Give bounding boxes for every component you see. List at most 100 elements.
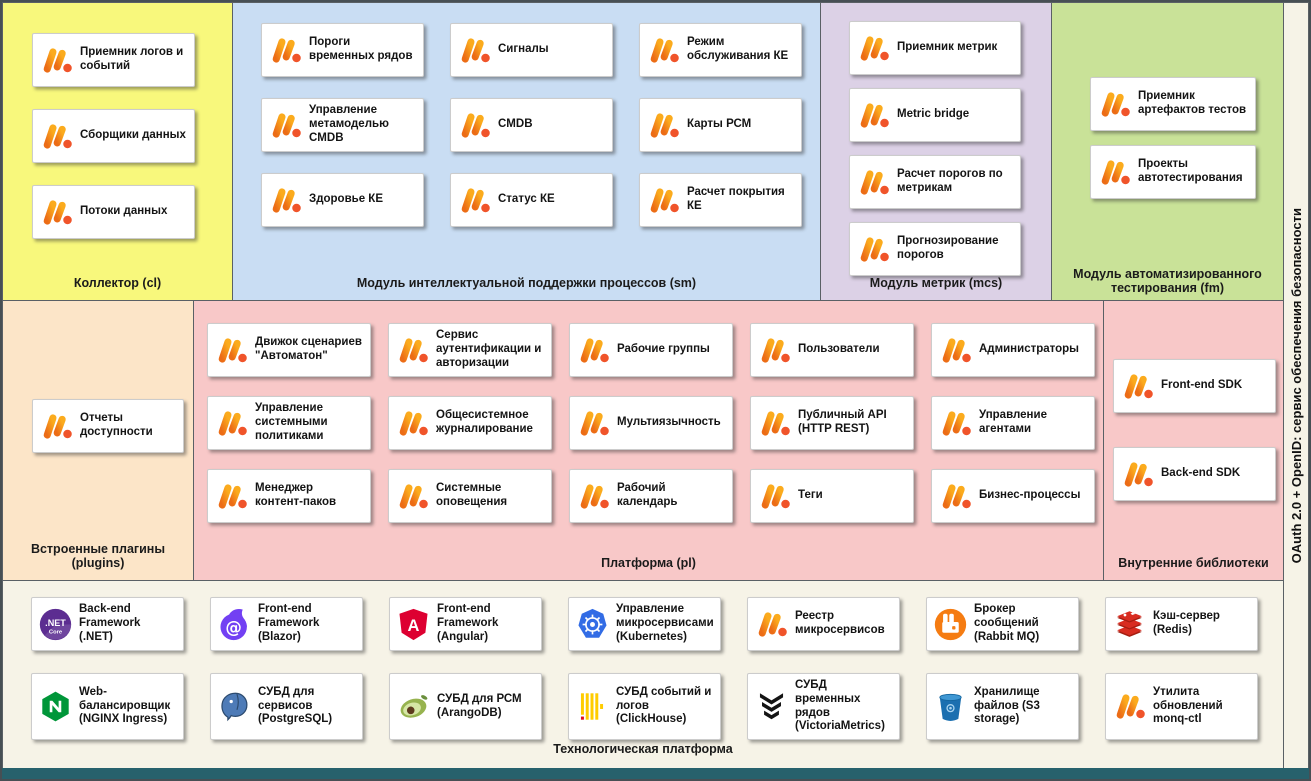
mcs-cards: Приемник метрик Metric bridge Расчет пор… bbox=[849, 21, 1021, 276]
card-label: Управление системными политиками bbox=[255, 402, 328, 442]
card-label: Прогнозирование порогов bbox=[897, 235, 999, 261]
card-label: Рабочие группы bbox=[617, 343, 710, 356]
monq-icon bbox=[1098, 91, 1131, 118]
module-card: Здоровье КЕ bbox=[261, 173, 424, 227]
card-label: Управление микросервисами (Kubernetes) bbox=[616, 603, 714, 643]
dotnet-icon bbox=[39, 608, 72, 641]
monq-icon bbox=[215, 483, 248, 510]
monq-icon bbox=[857, 169, 890, 196]
monq-icon bbox=[857, 35, 890, 62]
card-label: Режим обслуживания КЕ bbox=[687, 36, 789, 62]
card-label: Проекты автотестирования bbox=[1138, 158, 1243, 184]
module-card: Теги bbox=[750, 469, 914, 523]
monq-icon bbox=[269, 187, 302, 214]
card-label: Кэш-сервер (Redis) bbox=[1153, 610, 1220, 636]
tech-card: Хранилище файлов (S3 storage) bbox=[926, 673, 1079, 741]
module-card: Статус КЕ bbox=[450, 173, 613, 227]
tech-card: СУБД для РСМ (ArangoDB) bbox=[389, 673, 542, 741]
card-label: Расчет порогов по метрикам bbox=[897, 168, 1003, 194]
monq-icon bbox=[40, 47, 73, 74]
tech-cards: Back-end Framework (.NET) Front-end Fram… bbox=[31, 597, 1258, 741]
card-label: Front-end Framework (Angular) bbox=[437, 603, 499, 643]
module-card: Движок сценариев "Автоматон" bbox=[207, 323, 371, 377]
module-card: Бизнес-процессы bbox=[931, 469, 1095, 523]
card-label: Здоровье КЕ bbox=[309, 193, 383, 206]
card-label: Приемник логов и событий bbox=[80, 46, 184, 72]
card-label: Потоки данных bbox=[80, 205, 168, 218]
card-label: Metric bridge bbox=[897, 108, 970, 121]
section-security-sidebar: OAuth 2.0 + OpenID: сервис обеспечения б… bbox=[1283, 2, 1309, 769]
postgresql-icon bbox=[218, 690, 251, 723]
redis-icon bbox=[1113, 608, 1146, 641]
section-label: Платформа (pl) bbox=[601, 556, 696, 570]
card-label: Бизнес-процессы bbox=[979, 489, 1081, 502]
footer-bar bbox=[2, 768, 1309, 779]
section-label: Модуль интеллектуальной поддержки процес… bbox=[356, 276, 697, 290]
section-fm: Приемник артефактов тестов Проекты автот… bbox=[1051, 2, 1284, 301]
clickhouse-icon bbox=[576, 690, 609, 723]
card-label: Сигналы bbox=[498, 43, 549, 56]
module-card: Сервис аутентификации и авторизации bbox=[388, 323, 552, 377]
card-label: Теги bbox=[798, 489, 823, 502]
card-label: Back-end Framework (.NET) bbox=[79, 603, 141, 643]
monq-icon bbox=[577, 483, 610, 510]
module-card: Рабочие группы bbox=[569, 323, 733, 377]
section-sm: Пороги временных рядов Сигналы Режим обс… bbox=[232, 2, 821, 301]
monq-icon bbox=[939, 410, 972, 437]
module-card: Рабочий календарь bbox=[569, 469, 733, 523]
card-label: Сборщики данных bbox=[80, 129, 186, 142]
card-label: СУБД временных рядов (VictoriaMetrics) bbox=[795, 679, 885, 733]
monq-icon bbox=[396, 483, 429, 510]
monq-icon bbox=[758, 337, 791, 364]
monq-icon bbox=[458, 112, 491, 139]
monq-icon bbox=[577, 337, 610, 364]
card-label: Управление агентами bbox=[979, 409, 1047, 435]
card-label: Front-end SDK bbox=[1161, 379, 1243, 392]
tech-card: СУБД временных рядов (VictoriaMetrics) bbox=[747, 673, 900, 741]
card-label: Брокер сообщений (Rabbit MQ) bbox=[974, 603, 1040, 643]
module-card: Публичный API (HTTP REST) bbox=[750, 396, 914, 450]
module-card: Metric bridge bbox=[849, 88, 1021, 142]
module-card: Системные оповещения bbox=[388, 469, 552, 523]
monq-icon bbox=[647, 112, 680, 139]
card-label: Мультиязычность bbox=[617, 416, 721, 429]
module-card: Режим обслуживания КЕ bbox=[639, 23, 802, 77]
monq-icon bbox=[40, 199, 73, 226]
module-card: Карты РСМ bbox=[639, 98, 802, 152]
monq-icon bbox=[857, 102, 890, 129]
section-label: Модуль автоматизированного тестирования … bbox=[1073, 267, 1262, 295]
module-card: Общесистемное журналирование bbox=[388, 396, 552, 450]
monq-icon bbox=[577, 410, 610, 437]
monq-icon bbox=[269, 37, 302, 64]
monq-icon bbox=[215, 337, 248, 364]
kubernetes-icon bbox=[576, 608, 609, 641]
monq-icon bbox=[1113, 693, 1146, 720]
module-card: Управление метамоделью CMDB bbox=[261, 98, 424, 152]
monq-icon bbox=[1098, 159, 1131, 186]
victoriametrics-icon bbox=[755, 690, 788, 723]
card-label: Карты РСМ bbox=[687, 118, 752, 131]
rabbitmq-icon bbox=[934, 608, 967, 641]
module-card: Back-end SDK bbox=[1113, 447, 1276, 501]
tech-card: СУБД для сервисов (PostgreSQL) bbox=[210, 673, 363, 741]
card-label: Сервис аутентификации и авторизации bbox=[436, 329, 542, 369]
tech-card: Брокер сообщений (Rabbit MQ) bbox=[926, 597, 1079, 651]
module-card: Проекты автотестирования bbox=[1090, 145, 1256, 199]
tech-card: Front-end Framework (Angular) bbox=[389, 597, 542, 651]
module-card: Сигналы bbox=[450, 23, 613, 77]
card-label: Утилита обновлений monq-ctl bbox=[1153, 685, 1223, 726]
card-label: Рабочий календарь bbox=[617, 482, 678, 508]
module-card: Приемник логов и событий bbox=[32, 33, 195, 87]
card-label: СУБД для сервисов (PostgreSQL) bbox=[258, 685, 333, 726]
module-card: Потоки данных bbox=[32, 185, 195, 239]
section-libraries: Front-end SDK Back-end SDK Внутренние би… bbox=[1103, 300, 1284, 581]
libraries-cards: Front-end SDK Back-end SDK bbox=[1113, 359, 1276, 501]
card-label: Движок сценариев "Автоматон" bbox=[255, 336, 362, 362]
card-label: Системные оповещения bbox=[436, 482, 508, 508]
section-label: Модуль метрик (mcs) bbox=[869, 276, 1003, 290]
monq-icon bbox=[857, 236, 890, 263]
sm-cards: Пороги временных рядов Сигналы Режим обс… bbox=[261, 23, 802, 227]
section-tech-platform: Back-end Framework (.NET) Front-end Fram… bbox=[2, 580, 1284, 769]
module-card: Приемник артефактов тестов bbox=[1090, 77, 1256, 131]
